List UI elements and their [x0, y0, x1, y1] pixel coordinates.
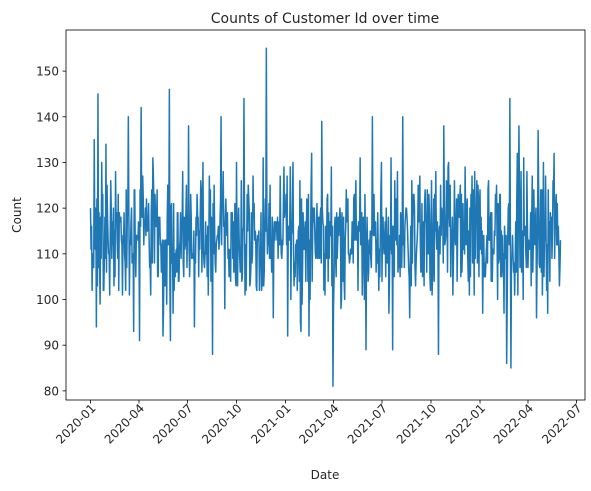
y-tick-label: 130: [36, 156, 59, 170]
y-tick-label: 120: [36, 202, 59, 216]
x-tick-label: 2020-07: [150, 401, 195, 446]
y-tick-label: 150: [36, 65, 59, 79]
x-tick-label: 2022-07: [539, 401, 584, 446]
chart-title: Counts of Customer Id over time: [211, 11, 439, 27]
y-axis: 80 90 100 110 120 130 140 150: [36, 65, 66, 398]
y-tick-label: 90: [44, 339, 59, 353]
y-tick-label: 80: [44, 384, 59, 398]
x-tick-label: 2021-04: [296, 401, 341, 446]
x-tick-label: 2022-01: [443, 401, 488, 446]
y-axis-label: Count: [10, 197, 24, 233]
x-tick-label: 2021-07: [345, 401, 390, 446]
x-axis-label: Date: [311, 468, 340, 482]
x-tick-label: 2021-01: [248, 401, 293, 446]
x-tick-label: 2020-10: [199, 401, 244, 446]
y-tick-label: 100: [36, 293, 59, 307]
y-tick-label: 140: [36, 110, 59, 124]
x-tick-label: 2021-10: [394, 401, 439, 446]
x-axis: 2020-01 2020-04 2020-07 2020-10 2021-01 2021-…: [53, 400, 585, 447]
x-tick-label: 2020-01: [53, 401, 98, 446]
x-tick-label: 2020-04: [102, 401, 147, 446]
y-tick-label: 110: [36, 247, 59, 261]
x-tick-label: 2022-04: [491, 401, 536, 446]
plot-frame: [65, 29, 586, 401]
series-line: [89, 47, 562, 388]
